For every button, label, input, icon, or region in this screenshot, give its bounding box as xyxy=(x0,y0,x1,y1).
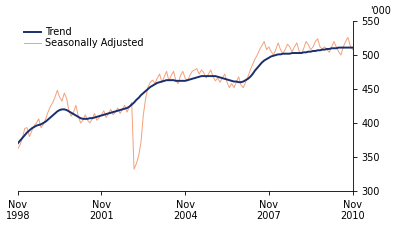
Line: Seasonally Adjusted: Seasonally Adjusted xyxy=(18,37,357,169)
Seasonally Adjusted xyxy=(132,168,137,170)
Seasonally Adjusted xyxy=(106,112,111,115)
Line: Trend: Trend xyxy=(18,48,357,143)
Legend: Trend, Seasonally Adjusted: Trend, Seasonally Adjusted xyxy=(23,26,145,49)
Trend xyxy=(106,112,111,115)
Seasonally Adjusted xyxy=(355,40,360,43)
Seasonally Adjusted xyxy=(15,147,20,150)
Seasonally Adjusted xyxy=(280,52,285,55)
Seasonally Adjusted xyxy=(252,58,257,60)
Seasonally Adjusted xyxy=(345,36,350,39)
Trend xyxy=(355,47,360,50)
Trend xyxy=(201,75,206,77)
Seasonally Adjusted xyxy=(285,43,290,46)
Text: '000: '000 xyxy=(370,5,391,16)
Trend xyxy=(250,73,255,75)
Trend xyxy=(15,142,20,145)
Trend xyxy=(283,52,287,55)
Trend xyxy=(278,53,283,56)
Trend xyxy=(125,107,129,109)
Seasonally Adjusted xyxy=(204,77,208,79)
Seasonally Adjusted xyxy=(125,111,129,114)
Trend xyxy=(336,46,341,49)
